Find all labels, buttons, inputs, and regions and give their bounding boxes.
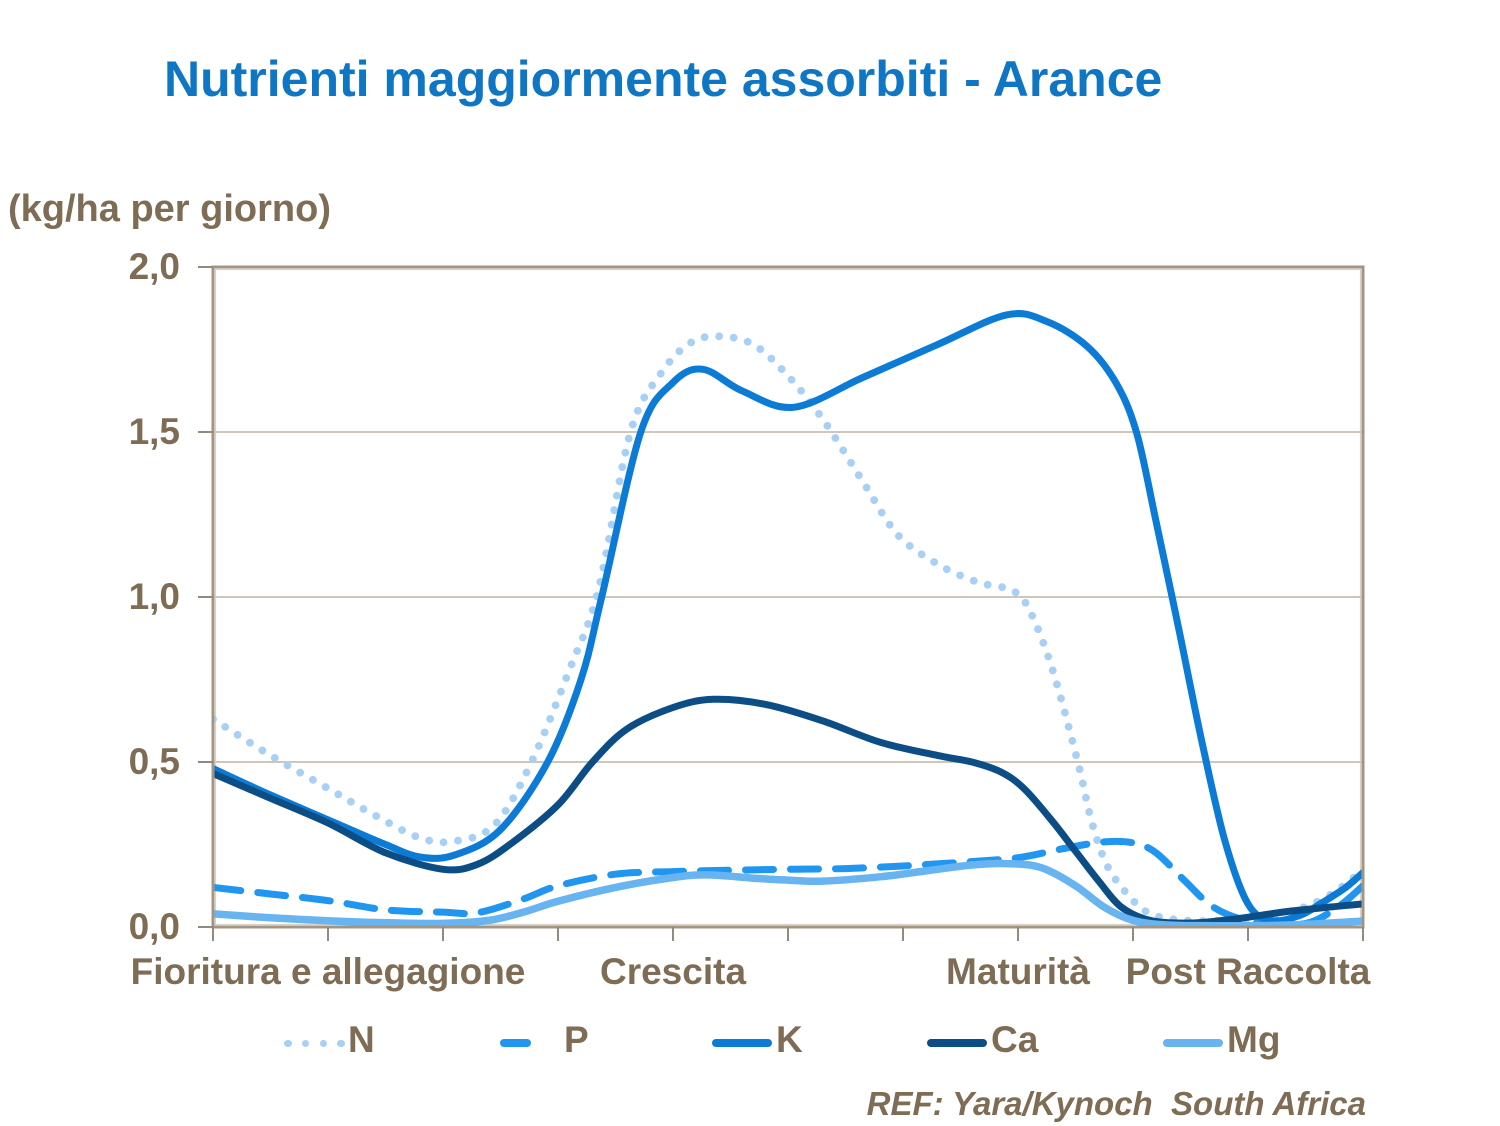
legend-item-Ca: Ca [927, 1019, 1039, 1063]
series-K [214, 310, 1362, 925]
legend-line-icon [1163, 1039, 1223, 1047]
chart-title: Nutrienti maggiormente assorbiti - Aranc… [164, 51, 1163, 107]
legend-swatch-dotted-icon [284, 1023, 345, 1063]
legend-item-P: P [500, 1019, 589, 1063]
x-stage-label: Fioritura e allegagione [130, 951, 526, 992]
legend-label: N [348, 1019, 375, 1060]
legend-dot-icon [337, 1039, 345, 1047]
legend-swatch-solid-icon [712, 1023, 772, 1063]
legend-swatch-solid-icon [927, 1023, 987, 1063]
y-tick-label: 0,5 [128, 741, 180, 782]
x-stage-label: Maturità [946, 951, 1090, 992]
y-tick-label: 2,0 [128, 246, 180, 287]
legend-label: Mg [1227, 1019, 1281, 1060]
legend-item-K: K [712, 1019, 803, 1063]
legend-line-icon [927, 1039, 987, 1047]
legend-dash-icon [500, 1039, 531, 1047]
x-stage-label: Post Raccolta [1125, 951, 1371, 992]
x-stage-label: Crescita [599, 951, 747, 992]
legend-line-icon [712, 1039, 772, 1047]
legend-item-Mg: Mg [1163, 1019, 1281, 1063]
y-tick-label: 1,0 [128, 576, 180, 617]
legend-swatch-dashed-icon [500, 1023, 560, 1063]
legend-label: Ca [991, 1019, 1039, 1060]
y-axis-unit-label: (kg/ha per giorno) [8, 188, 331, 230]
legend-swatch-solid-icon [1163, 1023, 1223, 1063]
plot-border-inner [214, 268, 1362, 926]
legend-dot-icon [301, 1039, 310, 1047]
y-tick-label: 0,0 [128, 906, 180, 947]
legend-dot-icon [284, 1039, 292, 1047]
reference-text: REF: Yara/Kynoch South Africa [866, 1085, 1366, 1122]
y-tick-label: 1,5 [128, 411, 180, 452]
legend-label: K [776, 1019, 803, 1060]
series-Mg [214, 859, 1362, 926]
legend-item-N: N [284, 1019, 375, 1063]
legend-dot-icon [319, 1039, 328, 1047]
legend-label: P [564, 1019, 589, 1060]
